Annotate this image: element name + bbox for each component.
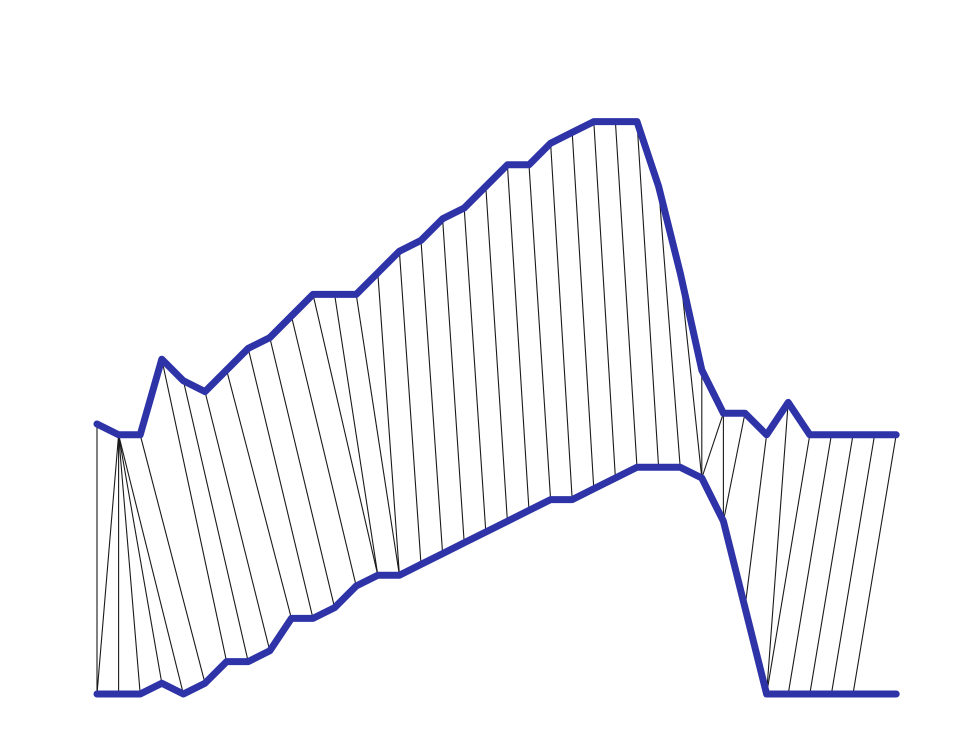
connector-line <box>722 412 746 522</box>
connector-line <box>463 207 487 533</box>
connector-line <box>247 347 314 619</box>
connector-line <box>204 391 271 652</box>
connector-line <box>377 272 400 576</box>
connector-lines <box>96 121 897 695</box>
connector-line <box>182 380 249 663</box>
connector-line <box>442 218 465 544</box>
connector-line <box>658 185 681 468</box>
connector-line <box>614 121 638 468</box>
connector-line <box>118 434 141 695</box>
connector-line <box>787 434 832 695</box>
connector-line <box>290 315 357 587</box>
connector-line <box>636 121 660 468</box>
connector-line <box>701 412 724 479</box>
connector-line <box>830 434 876 695</box>
connector-line <box>312 293 379 576</box>
connector-line <box>118 434 163 684</box>
connector-line <box>269 337 336 609</box>
connector-line <box>506 164 530 511</box>
connector-line <box>398 250 422 565</box>
connector-line <box>550 142 573 501</box>
connector-line <box>571 131 595 490</box>
connector-line <box>420 239 444 555</box>
lower-curve <box>93 463 900 698</box>
connector-line <box>96 434 120 695</box>
connector-line <box>139 434 206 684</box>
connector-line <box>118 434 184 695</box>
connector-line <box>485 185 508 522</box>
connector-line <box>161 358 228 663</box>
connector-line <box>852 434 897 695</box>
connector-line <box>766 401 789 695</box>
connector-line <box>809 434 854 695</box>
upper-curve <box>93 118 900 439</box>
connector-line <box>528 164 552 501</box>
connector-line <box>744 434 768 609</box>
connector-line <box>334 293 379 576</box>
connector-line <box>355 293 400 576</box>
connector-line <box>766 434 811 695</box>
connector-line <box>226 369 292 619</box>
connector-line <box>679 272 703 479</box>
connector-line <box>593 121 616 479</box>
